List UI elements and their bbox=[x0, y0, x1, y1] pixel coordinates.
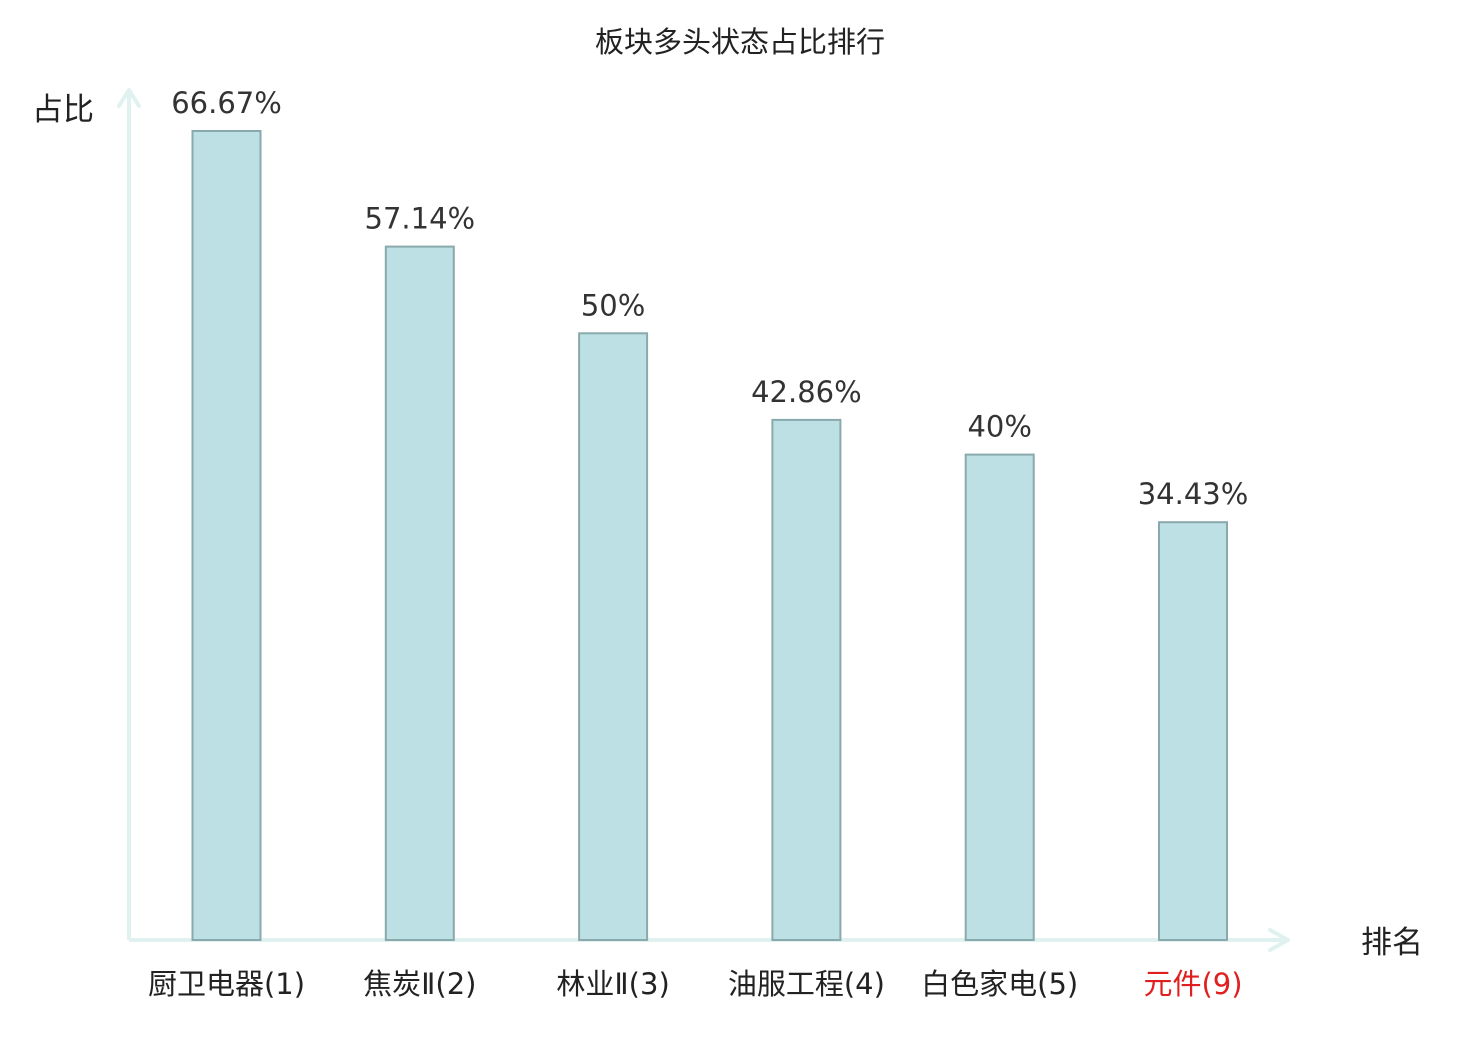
bar-value-label: 34.43% bbox=[1138, 477, 1249, 511]
category-tick-label: 林业Ⅱ(3) bbox=[556, 967, 669, 1001]
y-axis bbox=[117, 88, 141, 940]
x-axis bbox=[129, 928, 1290, 952]
bars-group bbox=[191, 130, 1228, 942]
bar-value-label: 66.67% bbox=[171, 86, 282, 120]
bar-value-label: 42.86% bbox=[751, 375, 862, 409]
bar bbox=[771, 418, 842, 941]
y-axis-label: 占比 bbox=[32, 92, 94, 128]
value-labels-group: 66.67% 57.14% 50% 42.86% 40% 34.43% bbox=[171, 86, 1248, 511]
bar bbox=[1158, 521, 1228, 941]
category-labels-group: 厨卫电器(1) 焦炭Ⅱ(2) 林业Ⅱ(3) 油服工程(4) 白色家电(5) 元件(9) bbox=[148, 967, 1243, 1001]
bar bbox=[384, 245, 455, 942]
x-axis-arrow bbox=[1268, 928, 1290, 952]
category-tick-label: 元件(9) bbox=[1143, 967, 1242, 1001]
category-tick-label: 焦炭Ⅱ(2) bbox=[363, 967, 476, 1001]
chart-title: 板块多头状态占比排行 bbox=[595, 25, 885, 59]
category-tick-label: 油服工程(4) bbox=[728, 967, 885, 1001]
category-tick-label: 白色家电(5) bbox=[921, 967, 1078, 1001]
category-tick-label: 厨卫电器(1) bbox=[148, 967, 305, 1001]
bar bbox=[964, 453, 1035, 941]
bar-value-label: 40% bbox=[967, 410, 1031, 444]
bar-value-label: 57.14% bbox=[365, 202, 476, 236]
y-axis-arrow bbox=[117, 88, 141, 108]
bar bbox=[191, 130, 262, 941]
bar-value-label: 50% bbox=[581, 288, 645, 322]
bar bbox=[578, 332, 649, 941]
x-axis-label: 排名 bbox=[1361, 925, 1423, 961]
